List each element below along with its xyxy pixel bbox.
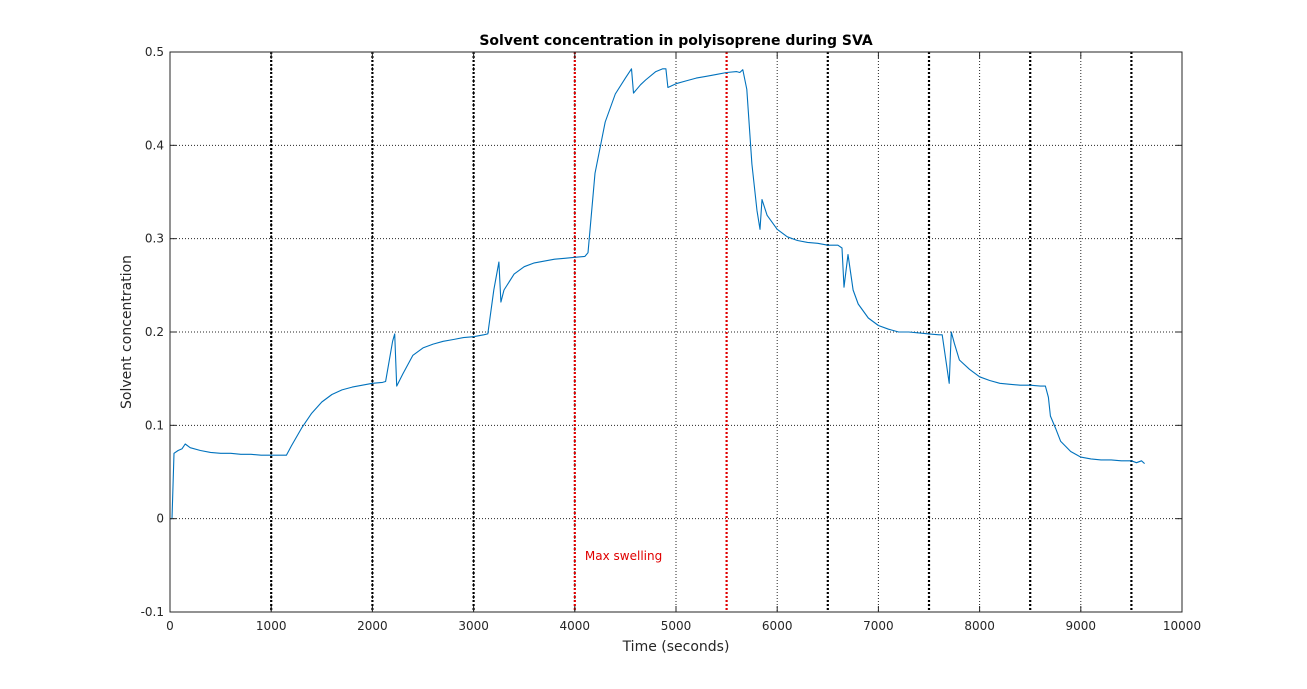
annotations: Max swelling: [585, 549, 662, 563]
x-tick-label: 2000: [357, 619, 388, 633]
reference-lines: [270, 52, 1133, 612]
y-tick-label: 0.4: [145, 138, 164, 152]
y-tick-label: 0.3: [145, 232, 164, 246]
plot-area: [170, 68, 1145, 520]
chart-title: Solvent concentration in polyisoprene du…: [479, 33, 873, 49]
y-tick-label: -0.1: [141, 605, 164, 619]
y-axis-label: Solvent concentration: [119, 255, 135, 409]
x-tick-label: 8000: [964, 619, 995, 633]
series-line: [170, 68, 1145, 520]
y-tick-label: 0: [156, 512, 164, 526]
x-tick-label: 7000: [863, 619, 894, 633]
annotation-label: Max swelling: [585, 549, 662, 563]
y-tick-label: 0.5: [145, 45, 164, 59]
y-tick-label: 0.2: [145, 325, 164, 339]
x-tick-label: 3000: [458, 619, 489, 633]
x-tick-label: 5000: [661, 619, 692, 633]
x-tick-label: 4000: [560, 619, 591, 633]
x-tick-label: 0: [166, 619, 174, 633]
x-tick-label: 10000: [1163, 619, 1201, 633]
x-tick-label: 1000: [256, 619, 287, 633]
ticks: 0 1000 2000 3000 4000 5000 6000 7000 8000 9000 100…: [141, 45, 1202, 633]
x-axis-label: Time (seconds): [622, 639, 730, 655]
y-tick-label: 0.1: [145, 418, 164, 432]
x-tick-label: 9000: [1066, 619, 1097, 633]
x-tick-label: 6000: [762, 619, 793, 633]
